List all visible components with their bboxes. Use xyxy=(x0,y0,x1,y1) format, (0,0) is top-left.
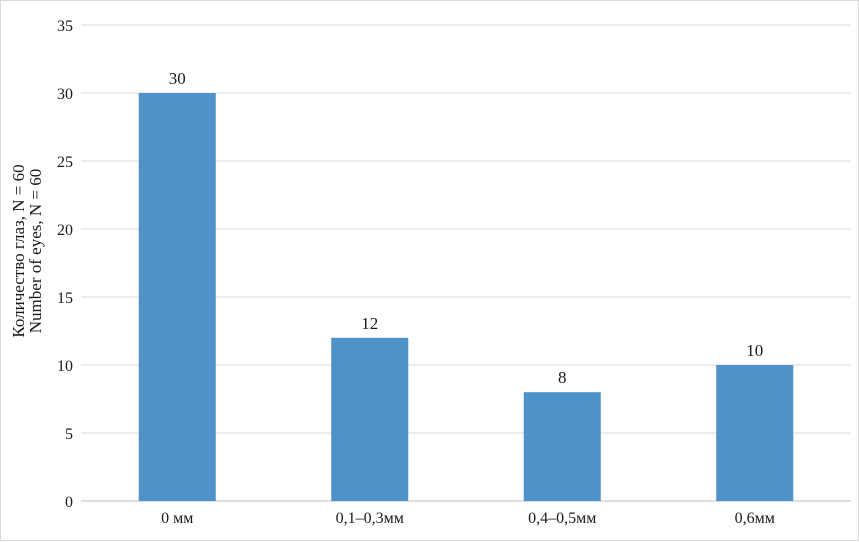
bar xyxy=(716,365,794,501)
data-label: 10 xyxy=(746,341,763,360)
data-labels: 30 12 8 10 xyxy=(169,69,764,387)
x-axis-tick-labels: 0 мм 0,1–0,3мм 0,4–0,5мм 0,6мм xyxy=(161,510,775,527)
x-tick-label: 0 мм xyxy=(161,510,193,527)
y-tick-label: 0 xyxy=(65,494,73,511)
x-tick-label: 0,4–0,5мм xyxy=(528,510,596,527)
y-axis-tick-labels: 0 5 10 15 20 25 30 35 xyxy=(57,18,73,511)
y-axis-title-line-2: Number of eyes, N = 60 xyxy=(26,169,45,333)
data-label: 30 xyxy=(169,69,186,88)
data-label: 12 xyxy=(361,314,378,333)
data-label: 8 xyxy=(558,368,567,387)
x-tick-label: 0,1–0,3мм xyxy=(336,510,404,527)
y-tick-label: 30 xyxy=(57,86,73,103)
bar xyxy=(523,392,601,501)
bar xyxy=(138,93,216,501)
y-axis-title-line-1: Количество глаз, N = 60 xyxy=(9,164,28,337)
y-tick-label: 10 xyxy=(57,358,73,375)
bar xyxy=(331,337,409,501)
x-tick-label: 0,6мм xyxy=(735,510,775,527)
y-tick-label: 25 xyxy=(57,154,73,171)
y-tick-label: 20 xyxy=(57,222,73,239)
y-tick-label: 5 xyxy=(65,426,73,443)
y-tick-label: 15 xyxy=(57,290,73,307)
y-axis-title: Количество глаз, N = 60 Number of eyes, … xyxy=(9,164,45,337)
bars xyxy=(138,93,794,501)
y-tick-label: 35 xyxy=(57,18,73,35)
